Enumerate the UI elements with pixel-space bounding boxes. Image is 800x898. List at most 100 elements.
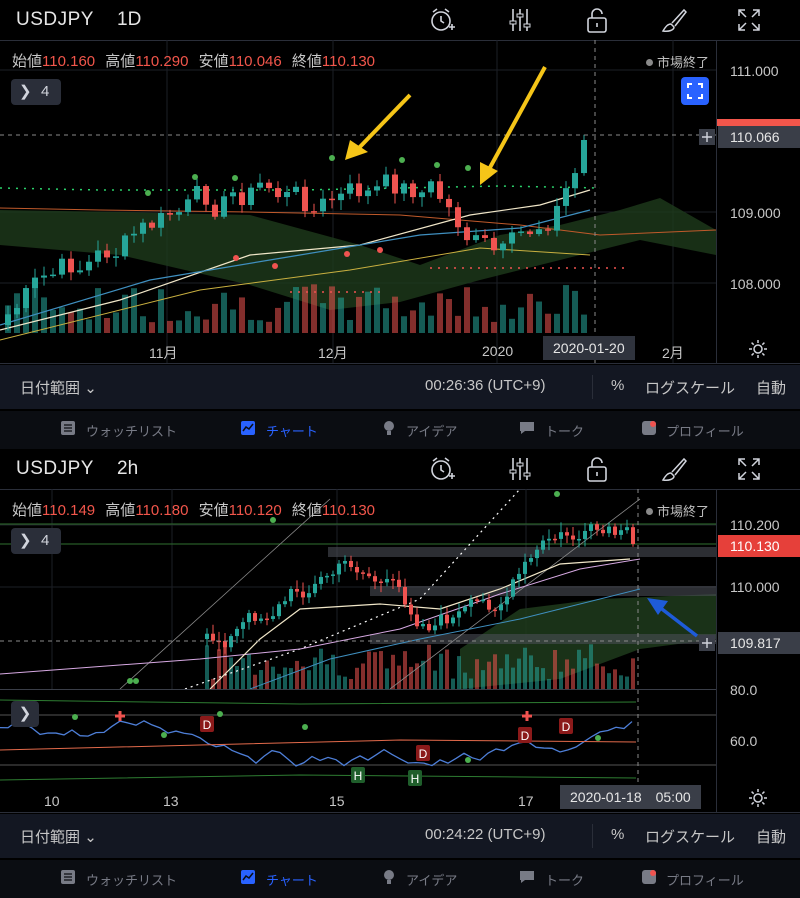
candle-body xyxy=(475,599,479,601)
volume-bar xyxy=(481,670,485,689)
chart-bottom-bar: 日付範囲 ⌄ 00:26:36 (UTC+9) % ログスケール 自動 xyxy=(0,365,800,409)
date-range-button[interactable]: 日付範囲 ⌄ xyxy=(20,826,97,847)
volume-bar xyxy=(391,654,395,689)
tab-watchlist[interactable]: ウォッチリスト xyxy=(86,424,178,439)
tab-chart[interactable]: チャート xyxy=(266,873,318,888)
log-scale-toggle[interactable]: ログスケール xyxy=(645,380,736,397)
interval-button[interactable]: 1D xyxy=(117,9,142,30)
log-scale-toggle[interactable]: ログスケール xyxy=(645,829,736,846)
volume-bar xyxy=(241,658,245,689)
alarm-plus-icon[interactable] xyxy=(428,455,456,483)
tab-profile[interactable]: プロフィール xyxy=(666,873,744,888)
chart-toolbar: USDJPY 2h xyxy=(0,449,800,489)
last-price: 110.130 xyxy=(730,538,780,554)
volume-bar xyxy=(428,315,434,333)
tab-talk[interactable]: トーク xyxy=(545,424,585,439)
percent-scale-toggle[interactable]: % xyxy=(611,377,625,394)
volume-bar xyxy=(403,651,407,689)
candle-body xyxy=(205,633,209,639)
percent-scale-toggle[interactable]: % xyxy=(611,826,625,843)
alarm-plus-icon[interactable] xyxy=(428,6,456,34)
trend-line xyxy=(184,489,521,689)
settings-gear-icon[interactable] xyxy=(747,787,769,809)
candle-body xyxy=(235,628,239,637)
clock-timezone[interactable]: 00:26:36 (UTC+9) xyxy=(425,377,546,394)
volume-bar xyxy=(475,659,479,689)
volume-bar xyxy=(349,678,353,689)
volume-bar xyxy=(409,666,413,689)
add-plus-icon[interactable] xyxy=(699,129,715,145)
candle-body xyxy=(455,207,461,228)
tab-profile[interactable]: プロフィール xyxy=(666,424,744,439)
volume-bar xyxy=(559,671,563,689)
indicators-toggle-button[interactable]: ❯ 4 xyxy=(11,528,61,554)
volume-bar xyxy=(361,663,365,689)
indicators-sliders-icon[interactable] xyxy=(506,455,534,483)
volume-bar xyxy=(77,308,83,333)
tab-watchlist[interactable]: ウォッチリスト xyxy=(86,873,178,888)
candle-body xyxy=(469,599,473,607)
fit-screen-button[interactable] xyxy=(681,77,709,105)
price-chart-canvas[interactable] xyxy=(0,40,716,363)
symbol-button[interactable]: USDJPY xyxy=(16,9,94,30)
indicators-sliders-icon[interactable] xyxy=(506,6,534,34)
lock-icon[interactable] xyxy=(583,455,611,483)
volume-bar xyxy=(463,672,467,689)
volume-bar xyxy=(553,649,557,689)
crosshair-price-tag: 109.817 xyxy=(718,632,800,654)
volume-bar xyxy=(248,319,254,333)
candle-body xyxy=(428,181,434,193)
divider xyxy=(0,489,800,490)
fullscreen-icon[interactable] xyxy=(735,455,763,483)
volume-bar xyxy=(86,319,92,333)
tab-talk[interactable]: トーク xyxy=(545,873,585,888)
tab-chart[interactable]: チャート xyxy=(266,424,318,439)
volume-bar xyxy=(284,301,290,333)
candle-body xyxy=(176,212,182,215)
candle-body xyxy=(493,609,497,612)
date-range-button[interactable]: 日付範囲 ⌄ xyxy=(20,377,97,398)
volume-bar xyxy=(473,316,479,333)
watchlist-icon xyxy=(61,870,75,884)
interval-button[interactable]: 2h xyxy=(117,458,139,479)
symbol-button[interactable]: USDJPY xyxy=(16,458,94,479)
settings-gear-icon[interactable] xyxy=(747,338,769,360)
zone-band xyxy=(370,586,716,596)
volume-bar xyxy=(319,648,323,689)
drawing-brush-icon[interactable] xyxy=(660,6,688,34)
clock-timezone[interactable]: 00:24:22 (UTC+9) xyxy=(425,826,546,843)
candle-body xyxy=(338,193,344,201)
candle-body xyxy=(383,174,389,187)
add-plus-icon[interactable] xyxy=(699,635,715,651)
moving-average-line xyxy=(0,209,591,326)
signal-dot xyxy=(302,724,308,730)
candle-body xyxy=(241,622,245,629)
lock-icon[interactable] xyxy=(583,6,611,34)
volume-bar xyxy=(535,667,539,689)
candle-body xyxy=(577,538,581,541)
tab-ideas[interactable]: アイデア xyxy=(406,424,458,439)
auto-scale-toggle[interactable]: 自動 xyxy=(756,829,787,846)
volume-bar xyxy=(410,310,416,333)
divergence-label: D xyxy=(521,729,530,743)
candle-body xyxy=(5,314,11,325)
candle-body xyxy=(301,591,305,598)
volume-bar xyxy=(307,670,311,689)
chat-icon xyxy=(520,871,534,883)
pane-divider[interactable] xyxy=(0,689,716,690)
auto-scale-toggle[interactable]: 自動 xyxy=(756,380,787,397)
candle-body xyxy=(167,213,173,215)
volume-bar xyxy=(122,294,128,333)
price-chart-canvas[interactable] xyxy=(0,489,716,689)
drawing-brush-icon[interactable] xyxy=(660,455,688,483)
candle-body xyxy=(613,526,617,535)
fullscreen-icon[interactable] xyxy=(735,6,763,34)
candle-body xyxy=(439,614,443,626)
tab-ideas[interactable]: アイデア xyxy=(406,873,458,888)
volume-bar xyxy=(613,669,617,689)
candle-body xyxy=(343,560,347,564)
rsi-pane-toggle-button[interactable]: ❯ xyxy=(11,701,39,727)
candle-body xyxy=(391,578,395,581)
indicators-toggle-button[interactable]: ❯ 4 xyxy=(11,79,61,105)
